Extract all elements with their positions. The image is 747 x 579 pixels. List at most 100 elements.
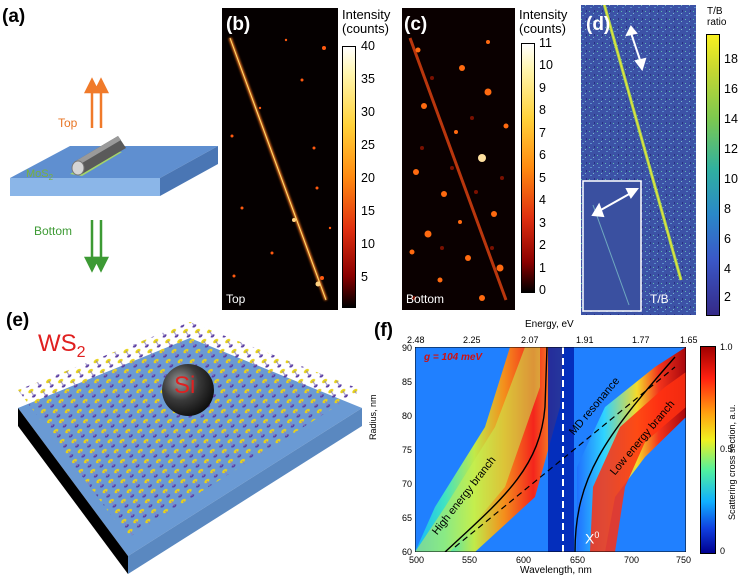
double-arrow-icon	[591, 25, 647, 218]
colorbar-d-title-1: T/B	[707, 6, 723, 17]
top-tick: 1.65	[680, 335, 698, 345]
colorbar-c-tick: 5	[539, 171, 546, 185]
colorbar-b-tick: 5	[361, 270, 368, 284]
y-axis-label: Radius, nm	[368, 394, 378, 440]
panel-b-image	[222, 8, 338, 310]
colorbar-c-tick: 2	[539, 238, 546, 252]
inset-box	[582, 180, 642, 312]
top-tick: 2.07	[521, 335, 539, 345]
noise-spots	[230, 38, 332, 280]
y-tick: 70	[402, 479, 413, 489]
colorbar-d-tick: 10	[724, 172, 738, 186]
panel-d-colorbar	[706, 34, 720, 316]
colorbar-f-tick: 0.5	[720, 444, 733, 454]
x-tick: 500	[409, 555, 425, 565]
colorbar-c-tick: 6	[539, 148, 546, 162]
substrate-top	[10, 146, 218, 178]
ws2-text: WS	[38, 330, 77, 357]
colorbar-f-label: Scattering cross section, a.u.	[727, 404, 737, 520]
substrate-side	[160, 146, 218, 196]
panel-c-letter: (c)	[404, 14, 428, 35]
x-tick: 600	[516, 555, 532, 565]
top-label: Top	[58, 116, 78, 130]
g-annotation: g = 104 meV	[424, 352, 483, 363]
x-tick: 700	[624, 555, 640, 565]
colorbar-b-title-2: (counts)	[342, 21, 389, 36]
colorbar-d-tick: 16	[724, 82, 738, 96]
top-tick: 2.25	[463, 335, 481, 345]
panel-d-image	[581, 5, 696, 315]
y-tick: 65	[402, 513, 413, 523]
md-resonance-line	[454, 366, 676, 548]
colorbar-c-tick: 1	[539, 261, 546, 275]
colorbar-b-tick: 15	[361, 204, 375, 218]
x-tick: 650	[570, 555, 586, 565]
colorbar-d-tick: 6	[724, 232, 731, 246]
colorbar-c-title-2: (counts)	[519, 21, 566, 36]
colorbar-c-title-1: Intensity	[519, 7, 568, 22]
y-tick: 80	[402, 411, 413, 421]
panel-e-illustration	[18, 322, 362, 574]
top-tick: 1.77	[632, 335, 650, 345]
x-tick: 550	[462, 555, 478, 565]
up-arrows-icon	[83, 77, 110, 128]
panel-a-illustration	[10, 77, 218, 273]
mos2-label: MoS2	[26, 168, 53, 182]
colorbar-c-tick: 9	[539, 81, 546, 95]
colorbar-b-tick: 30	[361, 105, 375, 119]
ws2-subscript: 2	[76, 343, 86, 361]
colorbar-d-tick: 14	[724, 112, 738, 126]
substrate-front-right	[128, 408, 362, 574]
colorbar-c-tick: 8	[539, 103, 546, 117]
top-tick: 1.91	[576, 335, 594, 345]
colorbar-c-tick: 7	[539, 126, 546, 140]
top-tick: 2.48	[407, 335, 425, 345]
x-tick: 750	[676, 555, 692, 565]
top-axis-label: Energy, eV	[525, 319, 574, 330]
panel-b-letter: (b)	[226, 14, 251, 35]
panel-b-colorbar-title: Intensity (counts)	[342, 8, 390, 36]
si-sphere	[162, 364, 214, 416]
exciton-superscript: 0	[594, 530, 600, 540]
panel-b-colorbar	[342, 46, 356, 308]
colorbar-b-tick: 40	[361, 39, 375, 53]
low-branch-curve	[574, 356, 676, 552]
panel-c-colorbar	[521, 43, 535, 293]
panel-f-colorbar	[700, 346, 716, 554]
substrate-front	[10, 178, 160, 196]
colorbar-d-tick: 8	[724, 202, 731, 216]
panel-e-letter: (e)	[6, 310, 30, 331]
colorbar-c-tick: 0	[539, 283, 546, 297]
bright-spots	[409, 40, 509, 301]
y-tick: 75	[402, 445, 413, 455]
nanowire-emission-bottom	[408, 37, 508, 301]
exciton-label: X0	[585, 530, 599, 547]
panel-d-colorbar-title: T/B ratio	[707, 6, 726, 28]
colorbar-f-tick: 1.0	[720, 342, 733, 352]
colorbar-b-tick: 20	[361, 171, 375, 185]
scattering-map	[415, 347, 686, 552]
colorbar-d-tick: 2	[724, 290, 731, 304]
colorbar-d-tick: 18	[724, 52, 738, 66]
y-tick: 85	[402, 377, 413, 387]
panel-d-corner-label: T/B	[650, 292, 669, 306]
panel-c-colorbar-title: Intensity (counts)	[519, 8, 567, 36]
colorbar-c-tick: 4	[539, 193, 546, 207]
substrate-front-left	[18, 408, 128, 574]
colorbar-b-tick: 25	[361, 138, 375, 152]
colorbar-d-tick: 4	[724, 262, 731, 276]
exciton-text: X	[585, 530, 595, 547]
nanowire	[71, 136, 126, 176]
panel-c-corner-label: Bottom	[406, 292, 445, 306]
colorbar-b-tick: 35	[361, 72, 375, 86]
mos2-text: MoS	[26, 168, 49, 180]
ws2-label: WS2	[38, 330, 86, 362]
dim-spots	[412, 76, 504, 300]
panel-b-corner-label: Top	[226, 292, 246, 306]
colorbar-c-tick: 10	[539, 58, 553, 72]
colorbar-c-tick: 3	[539, 216, 546, 230]
y-tick: 90	[402, 343, 413, 353]
y-tick: 60	[402, 547, 413, 557]
colorbar-b-title-1: Intensity	[342, 7, 391, 22]
colorbar-c-tick: 11	[539, 36, 552, 50]
